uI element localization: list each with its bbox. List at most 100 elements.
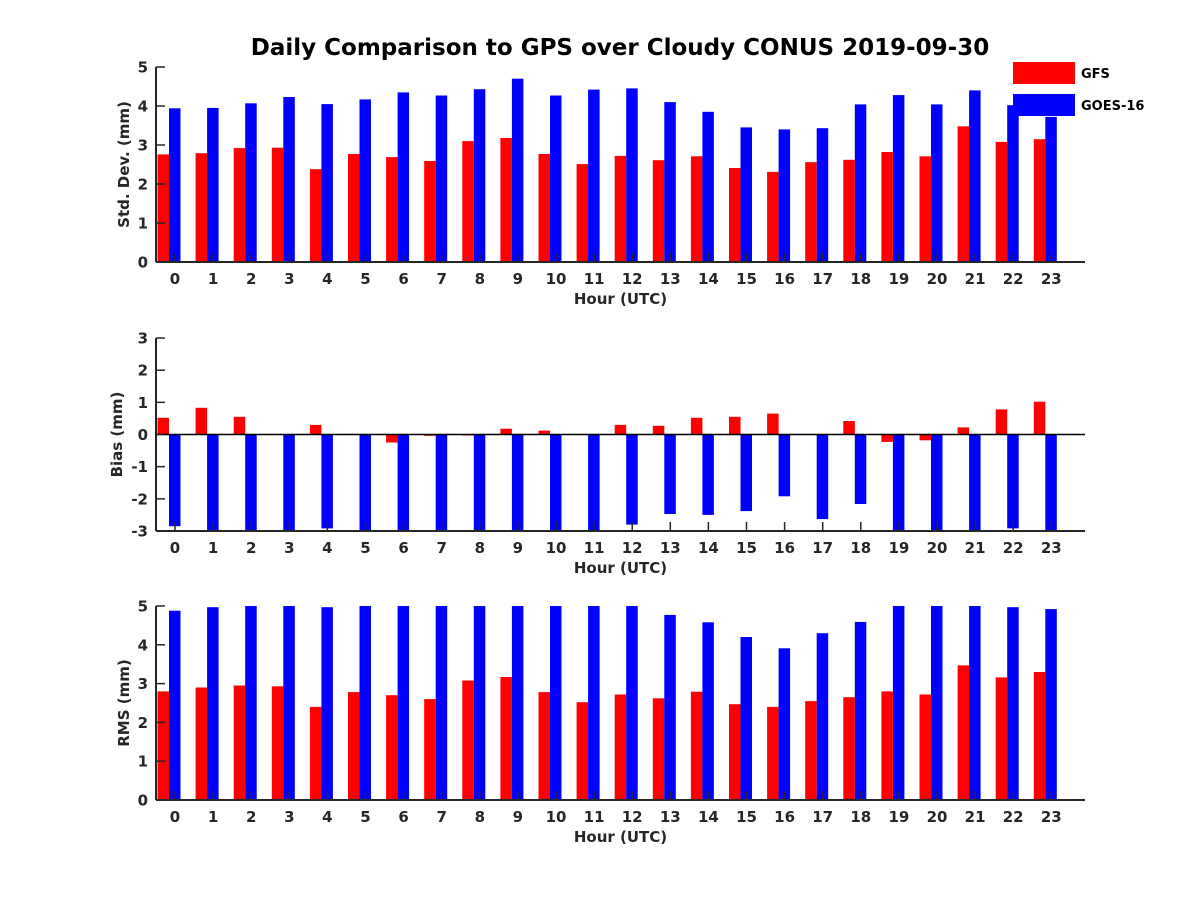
bar-goes-16-hour-18 [854,621,867,800]
x-tick-label: 11 [584,539,605,557]
bar-gfs-hour-14 [690,156,703,262]
x-tick-label: 21 [965,539,986,557]
x-tick-label: 15 [736,808,757,826]
y-tick-label: -1 [131,458,148,476]
x-tick-label: 4 [322,539,332,557]
x-tick-label: 11 [584,270,605,288]
legend: GFS GOES-16 [1013,62,1144,116]
bar-goes-16-hour-17 [816,128,829,262]
bar-goes-16-hour-0 [169,434,181,527]
bar-gfs-hour-23 [1033,401,1046,435]
x-tick-label: 18 [850,270,871,288]
bar-goes-16-hour-22 [1007,434,1019,529]
bar-gfs-hour-3 [271,686,284,800]
bar-gfs-hour-4 [309,169,322,262]
bar-goes-16-hour-5 [359,99,371,263]
bar-goes-16-hour-2 [245,606,257,800]
bar-gfs-hour-10 [538,430,550,435]
bar-gfs-hour-16 [767,413,779,435]
bar-goes-16-hour-9 [511,606,524,800]
bar-goes-16-hour-19 [892,434,905,531]
x-tick-label: 9 [513,808,523,826]
x-tick-label: 5 [360,539,370,557]
x-tick-label: 19 [888,808,909,826]
x-tick-label: 3 [284,270,294,288]
bar-gfs-hour-14 [690,417,703,435]
x-tick-label: 19 [888,270,909,288]
bar-goes-16-hour-17 [816,434,829,520]
bar-goes-16-hour-1 [207,107,219,263]
x-tick-label: 22 [1003,270,1024,288]
bar-goes-16-hour-8 [473,89,486,262]
bar-gfs-hour-15 [729,704,741,800]
bar-gfs-hour-20 [919,156,931,262]
x-tick-label: 14 [698,808,719,826]
y-tick-label: 4 [138,636,148,654]
bar-goes-16-hour-20 [931,434,943,531]
bar-gfs-hour-7 [424,699,436,800]
x-tick-label: 13 [660,808,681,826]
x-tick-label: 8 [475,539,485,557]
bar-goes-16-hour-11 [588,89,600,262]
bar-gfs-hour-5 [348,692,360,800]
bar-gfs-hour-8 [462,141,474,262]
bar-goes-16-hour-21 [969,434,981,531]
y-tick-label: 4 [138,98,148,116]
x-axis-label: Hour (UTC) [574,290,667,308]
bar-gfs-hour-12 [614,424,627,435]
x-tick-label: 15 [736,539,757,557]
bar-gfs-hour-22 [995,677,1008,800]
bar-goes-16-hour-14 [702,434,714,515]
bar-goes-16-hour-19 [892,95,905,262]
x-tick-label: 11 [584,808,605,826]
bar-goes-16-hour-8 [473,606,486,800]
x-tick-label: 9 [513,539,523,557]
legend-label-goes-16: GOES-16 [1081,99,1144,114]
bar-goes-16-hour-16 [778,648,791,800]
bar-gfs-hour-2 [233,148,246,262]
bar-goes-16-hour-10 [550,95,562,262]
x-tick-label: 12 [622,808,643,826]
bar-gfs-hour-13 [652,698,665,800]
bar-gfs-hour-9 [500,677,512,800]
bar-gfs-hour-6 [386,695,398,800]
bar-goes-16-hour-6 [397,92,410,263]
y-tick-label: 0 [138,792,148,810]
bar-gfs-hour-8 [462,680,474,800]
x-tick-label: 22 [1003,808,1024,826]
bar-goes-16-hour-6 [397,606,410,800]
bar-goes-16-hour-16 [778,129,791,262]
bar-gfs-hour-6 [386,157,398,262]
x-tick-label: 16 [774,808,795,826]
x-tick-label: 14 [698,270,719,288]
bar-gfs-hour-22 [995,409,1008,435]
bar-goes-16-hour-3 [283,606,295,800]
bar-gfs-hour-4 [309,424,322,435]
bar-gfs-hour-2 [233,685,246,800]
bar-gfs-hour-17 [805,162,817,262]
x-tick-label: 4 [322,270,332,288]
x-tick-label: 1 [208,808,218,826]
legend-swatch-gfs [1013,62,1075,84]
x-tick-label: 23 [1041,808,1062,826]
bar-goes-16-hour-22 [1007,607,1019,800]
bar-goes-16-hour-12 [626,434,638,525]
bar-goes-16-hour-4 [321,607,333,800]
x-tick-label: 7 [436,539,446,557]
x-tick-label: 13 [660,539,681,557]
x-tick-label: 0 [170,808,180,826]
bar-goes-16-hour-3 [283,434,295,531]
bar-goes-16-hour-10 [550,434,562,531]
bar-gfs-hour-16 [767,706,779,800]
x-tick-label: 21 [965,270,986,288]
x-tick-label: 17 [812,270,833,288]
bar-gfs-hour-13 [652,160,665,262]
x-tick-label: 1 [208,539,218,557]
bar-gfs-hour-20 [919,434,931,441]
bar-goes-16-hour-9 [511,78,524,262]
x-tick-label: 12 [622,539,643,557]
bar-goes-16-hour-18 [854,434,867,504]
